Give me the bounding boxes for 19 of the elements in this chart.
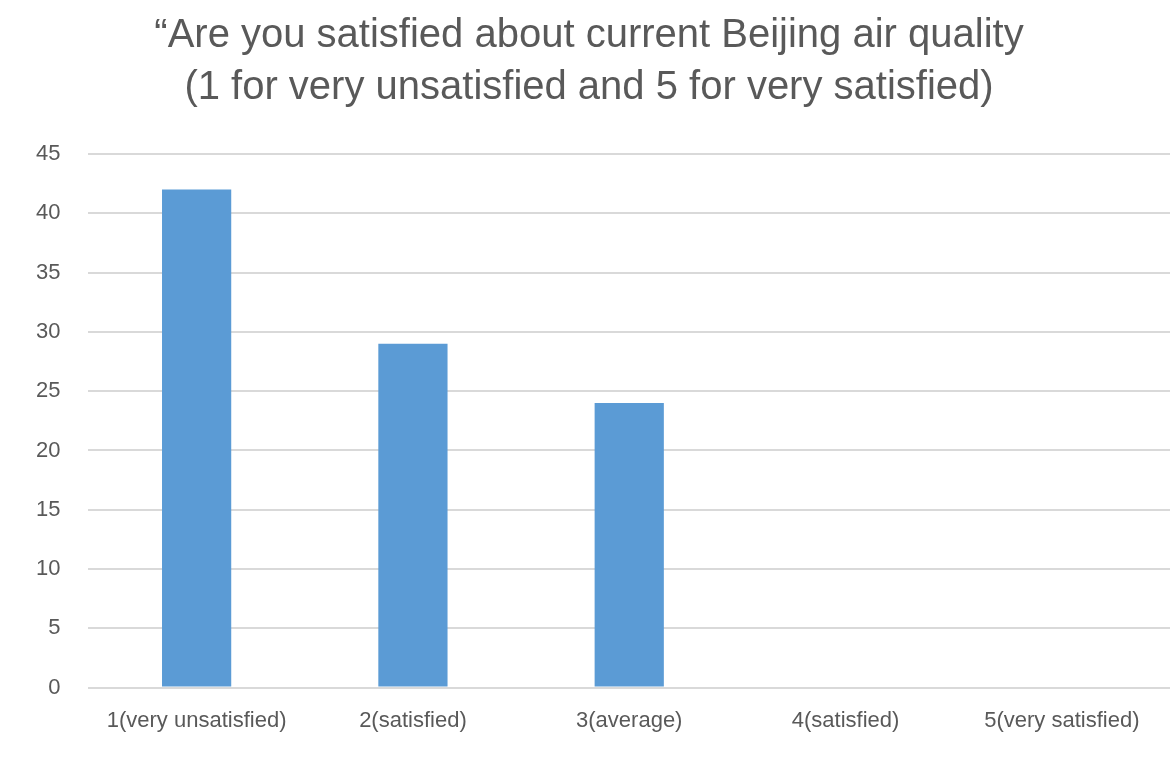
- chart-title: “Are you satisfied about current Beijing air quality (1 for very unsatisfied and 5 for very satisfied): [154, 11, 1024, 108]
- y-tick-label: 35: [35, 258, 61, 284]
- y-tick-label: 40: [35, 199, 61, 225]
- y-tick-label: 0: [48, 673, 61, 699]
- x-tick-label: 4(satisfied): [791, 706, 900, 732]
- x-tick-label: 2(satisfied): [359, 706, 467, 732]
- y-tick-label: 30: [35, 317, 61, 343]
- x-tick-label: 5(very satisfied): [984, 706, 1140, 732]
- x-tick-label: 3(average): [576, 706, 683, 732]
- bar: [162, 189, 232, 687]
- y-tick-label: 15: [35, 495, 61, 521]
- bar: [378, 343, 448, 687]
- y-tick-label: 5: [48, 614, 61, 640]
- y-tick-label: 20: [35, 436, 61, 462]
- x-tick-label: 1(very unsatisfied): [106, 706, 287, 732]
- y-tick-label: 10: [35, 555, 61, 581]
- bar: [594, 403, 664, 687]
- y-tick-label: 25: [35, 377, 61, 403]
- y-tick-label: 45: [35, 140, 61, 166]
